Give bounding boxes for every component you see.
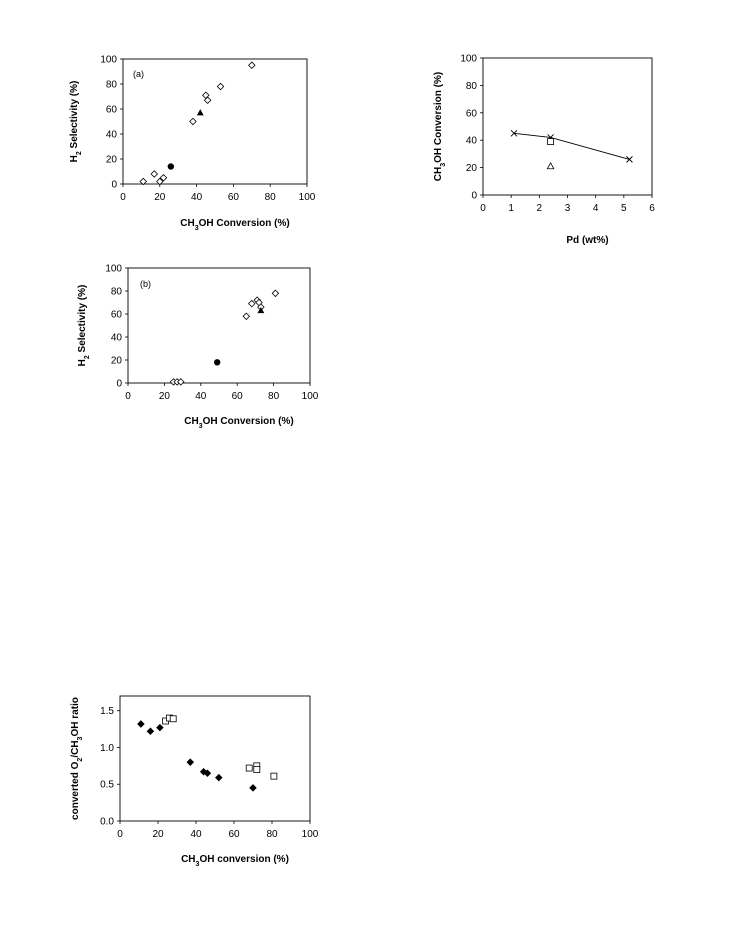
x-tick-label: 60 — [232, 391, 244, 402]
y-tick-label: 100 — [460, 54, 477, 65]
x-tick-label: 80 — [268, 391, 280, 402]
x-tick-label: 100 — [302, 391, 319, 402]
data-point — [270, 772, 278, 780]
y-tick-label: 100 — [100, 55, 117, 66]
data-point — [242, 312, 251, 321]
data-point — [247, 299, 256, 308]
y-tick-label: 1.0 — [100, 743, 114, 754]
y-tick-label: 0 — [111, 180, 117, 191]
x-tick-label: 40 — [191, 192, 203, 203]
chart-c: 0 20 40 60 80 100 0 20 40 60 80 100 CH3OH Conversion… — [77, 264, 319, 430]
y-axis-label: converted O2/CH3OH ratio — [70, 697, 84, 820]
y-tick-label: 100 — [105, 264, 122, 275]
x-tick-label: 80 — [266, 829, 278, 840]
x-tick-label: 100 — [299, 192, 316, 203]
x-axis-label: Pd (wt%) — [566, 235, 608, 246]
y-tick-label: 20 — [111, 356, 123, 367]
y-tick-label: 0.5 — [100, 780, 114, 791]
x-tick-label: 0 — [117, 829, 123, 840]
data-point — [150, 170, 159, 178]
x-tick-label: 20 — [159, 391, 171, 402]
y-tick-label: 60 — [111, 310, 123, 321]
x-axis-label: CH3OH conversion (%) — [181, 854, 289, 868]
y-tick-label: 60 — [466, 108, 478, 119]
data-point — [216, 82, 225, 91]
y-tick-label: 80 — [111, 287, 123, 298]
y-tick-label: 40 — [466, 136, 478, 147]
data-point — [139, 177, 148, 186]
data-point — [156, 177, 164, 186]
y-axis-label: CH3OH Conversion (%) — [433, 72, 447, 181]
data-point — [257, 306, 265, 314]
data-point — [253, 766, 261, 773]
x-tick-label: 4 — [593, 203, 599, 214]
data-point — [248, 61, 256, 70]
y-tick-label: 0 — [471, 191, 477, 202]
y-tick-label: 40 — [111, 333, 123, 344]
x-tick-label: 0 — [120, 192, 126, 203]
data-point — [626, 156, 633, 163]
y-tick-label: 20 — [466, 163, 478, 174]
x-tick-label: 0 — [480, 203, 486, 214]
x-tick-label: 1 — [508, 203, 514, 214]
x-tick-label: 40 — [190, 829, 202, 840]
y-tick-label: 80 — [466, 81, 478, 92]
data-point — [159, 173, 168, 182]
x-tick-label: 80 — [265, 192, 277, 203]
x-tick-label: 6 — [649, 203, 655, 214]
y-tick-label: 20 — [106, 155, 118, 166]
data-point — [186, 758, 195, 766]
y-tick-label: 40 — [106, 130, 118, 141]
x-axis-label: CH3OH Conversion (%) — [180, 218, 289, 232]
data-point — [213, 359, 221, 366]
x-tick-label: 100 — [302, 829, 319, 840]
x-tick-label: 60 — [228, 829, 240, 840]
x-tick-label: 20 — [154, 192, 166, 203]
plot-area — [122, 58, 308, 185]
chart-d: 0 20 40 60 80 100 0.0 0.5 1.0 1.5 CH3OH conversion… — [70, 695, 319, 868]
data-point — [249, 784, 257, 792]
panel-label: (a) — [133, 69, 144, 79]
data-point — [510, 130, 518, 137]
plot-area — [127, 267, 311, 384]
data-point — [203, 769, 212, 777]
plot-area — [119, 695, 311, 822]
data-point — [169, 715, 177, 723]
y-tick-label: 80 — [106, 80, 118, 91]
data-point — [177, 378, 185, 386]
x-tick-label: 40 — [195, 391, 207, 402]
x-tick-label: 2 — [537, 203, 543, 214]
x-axis-label: CH3OH Conversion (%) — [184, 416, 293, 430]
data-point — [199, 767, 208, 776]
series-line — [513, 132, 630, 160]
x-tick-label: 5 — [621, 203, 627, 214]
data-point — [203, 96, 212, 105]
y-tick-label: 0.0 — [100, 817, 114, 828]
data-point — [196, 109, 204, 116]
data-point — [146, 727, 155, 736]
data-point — [156, 723, 164, 732]
data-point — [167, 163, 175, 170]
y-axis-label: H2 Selectivity (%) — [69, 81, 83, 163]
data-point — [547, 138, 554, 145]
x-tick-label: 60 — [228, 192, 240, 203]
x-tick-label: 3 — [565, 203, 571, 214]
data-point — [215, 773, 223, 782]
y-tick-label: 60 — [106, 105, 118, 116]
x-tick-label: 20 — [152, 829, 164, 840]
panel-label: (b) — [140, 279, 151, 289]
plot-area — [482, 57, 653, 196]
chart-a: 0 20 40 60 80 100 0 20 40 60 80 100 CH3OH Conversion… — [69, 55, 316, 232]
data-point — [546, 161, 555, 170]
x-tick-label: 0 — [125, 391, 131, 402]
data-point — [245, 764, 253, 772]
y-tick-label: 0 — [116, 379, 122, 390]
data-point — [271, 289, 280, 298]
y-axis-label: H2 Selectivity (%) — [77, 285, 91, 367]
y-tick-label: 1.5 — [100, 706, 114, 717]
data-point — [189, 117, 197, 126]
data-point — [137, 720, 145, 728]
